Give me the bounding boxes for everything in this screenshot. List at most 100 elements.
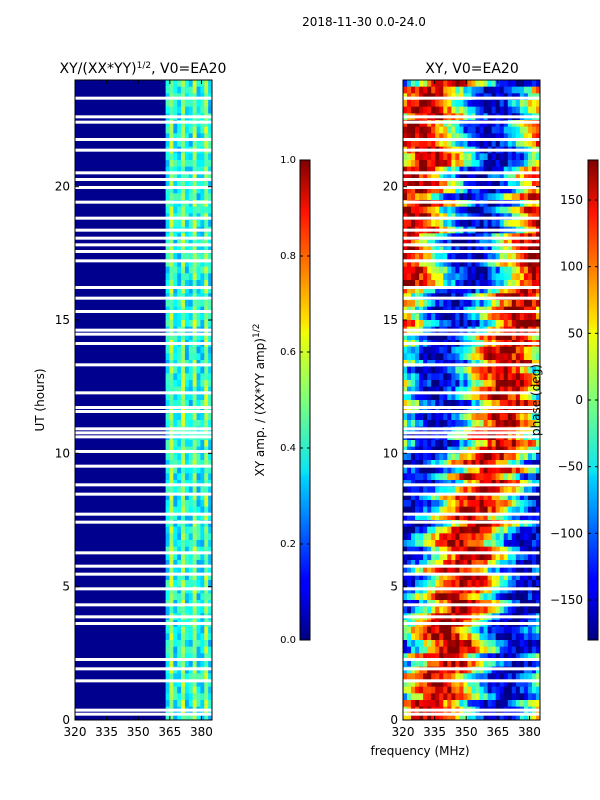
right-heatmap-cell xyxy=(499,373,505,381)
right-heatmap-cell xyxy=(523,533,529,541)
right-heatmap-cell xyxy=(475,206,481,214)
left-heatmap-cell xyxy=(173,646,178,654)
left-heatmap-cell xyxy=(181,400,186,408)
left-heatmap-cell xyxy=(173,473,178,481)
left-heatmap-cell xyxy=(188,153,194,161)
right-heatmap-cell xyxy=(443,546,448,554)
right-colorbar-tick-label: 150 xyxy=(560,193,583,207)
left-heatmap-cell xyxy=(196,180,201,188)
left-heatmap-cell xyxy=(204,626,209,634)
right-heatmap-cell xyxy=(463,286,468,294)
right-heatmap-cell xyxy=(491,680,497,688)
left-heatmap-cell xyxy=(165,106,170,114)
right-heatmap-cell xyxy=(527,713,533,721)
right-heatmap-cell xyxy=(407,346,412,354)
right-heatmap-cell xyxy=(435,346,440,354)
right-heatmap-cell xyxy=(467,713,472,721)
right-heatmap-cell xyxy=(447,580,452,588)
left-heatmap-cell xyxy=(208,186,213,194)
right-heatmap-cell xyxy=(495,273,501,281)
right-heatmap-cell xyxy=(459,280,464,288)
left-flagged-row xyxy=(75,708,212,712)
right-heatmap-cell xyxy=(523,640,529,648)
left-heatmap-cell xyxy=(184,300,190,308)
left-heatmap-cell xyxy=(192,266,198,274)
right-heatmap-cell xyxy=(411,160,416,168)
right-heatmap-cell xyxy=(507,626,513,634)
left-heatmap-cell xyxy=(177,413,182,421)
right-heatmap-cell xyxy=(495,526,501,534)
right-heatmap-cell xyxy=(435,220,440,228)
right-heatmap-cell xyxy=(511,186,517,194)
right-heatmap-cell xyxy=(523,100,529,108)
left-heatmap-cell xyxy=(181,260,186,268)
left-heatmap-cell xyxy=(177,660,182,668)
left-heatmap-cell xyxy=(208,486,213,494)
right-heatmap-cell xyxy=(451,573,456,581)
right-heatmap-cell xyxy=(487,700,493,708)
right-heatmap-cell xyxy=(455,580,460,588)
right-heatmap-cell xyxy=(403,400,408,408)
left-heatmap-cell xyxy=(169,473,174,481)
right-heatmap-cell xyxy=(423,606,428,614)
left-heatmap-cell xyxy=(192,373,198,381)
left-heatmap-cell xyxy=(165,366,170,374)
right-heatmap-cell xyxy=(435,100,440,108)
right-heatmap-cell xyxy=(507,540,513,548)
left-heatmap-cell xyxy=(204,153,209,161)
right-heatmap-cell xyxy=(427,180,432,188)
right-heatmap-cell xyxy=(419,560,424,568)
right-heatmap-cell xyxy=(507,660,513,668)
left-heatmap-cell xyxy=(169,440,174,448)
left-flagged-row xyxy=(75,120,212,124)
right-heatmap-cell xyxy=(483,686,489,694)
right-heatmap-cell xyxy=(439,153,444,161)
left-heatmap-cell xyxy=(169,173,174,181)
right-heatmap-cell xyxy=(439,313,444,321)
right-heatmap-cell xyxy=(455,133,460,141)
right-heatmap-cell xyxy=(419,420,424,428)
right-heatmap-cell xyxy=(435,700,440,708)
right-heatmap-cell xyxy=(451,133,456,141)
right-heatmap-cell xyxy=(415,420,420,428)
right-heatmap-cell xyxy=(443,466,448,474)
right-heatmap-cell xyxy=(523,220,529,228)
right-heatmap-cell xyxy=(467,393,472,401)
right-heatmap-cell xyxy=(527,400,533,408)
right-flagged-row xyxy=(403,328,540,332)
right-heatmap-cell xyxy=(471,533,477,541)
left-heatmap-cell xyxy=(188,493,194,501)
left-heatmap-cell xyxy=(204,286,209,294)
right-heatmap-cell xyxy=(475,333,481,341)
right-heatmap-cell xyxy=(519,320,525,328)
right-heatmap-cell xyxy=(407,533,412,541)
right-heatmap-cell xyxy=(423,153,428,161)
right-heatmap-cell xyxy=(495,686,501,694)
right-heatmap-cell xyxy=(407,126,412,134)
right-heatmap-cell xyxy=(495,486,501,494)
right-heatmap-cell xyxy=(487,153,493,161)
right-heatmap-cell xyxy=(431,533,436,541)
right-heatmap-cell xyxy=(427,220,432,228)
right-heatmap-cell xyxy=(407,460,412,468)
right-heatmap-cell xyxy=(483,633,489,641)
right-heatmap-cell xyxy=(463,126,468,134)
left-heatmap-cell xyxy=(208,220,213,228)
right-heatmap-cell xyxy=(443,453,448,461)
right-heatmap-cell xyxy=(447,133,452,141)
left-heatmap-cell xyxy=(204,193,209,201)
right-heatmap-cell xyxy=(431,86,436,94)
right-heatmap-cell xyxy=(427,126,432,134)
right-heatmap-cell xyxy=(459,346,464,354)
right-flagged-row xyxy=(403,431,540,435)
left-heatmap-cell xyxy=(204,606,209,614)
right-heatmap-cell xyxy=(455,546,460,554)
right-flagged-row xyxy=(403,115,540,119)
right-heatmap-cell xyxy=(527,346,533,354)
right-flagged-row xyxy=(403,342,540,345)
right-heatmap-cell xyxy=(531,546,537,554)
right-heatmap-cell xyxy=(415,166,420,174)
left-heatmap-cell xyxy=(204,460,209,468)
right-heatmap-cell xyxy=(447,160,452,168)
right-heatmap-cell xyxy=(527,173,533,181)
